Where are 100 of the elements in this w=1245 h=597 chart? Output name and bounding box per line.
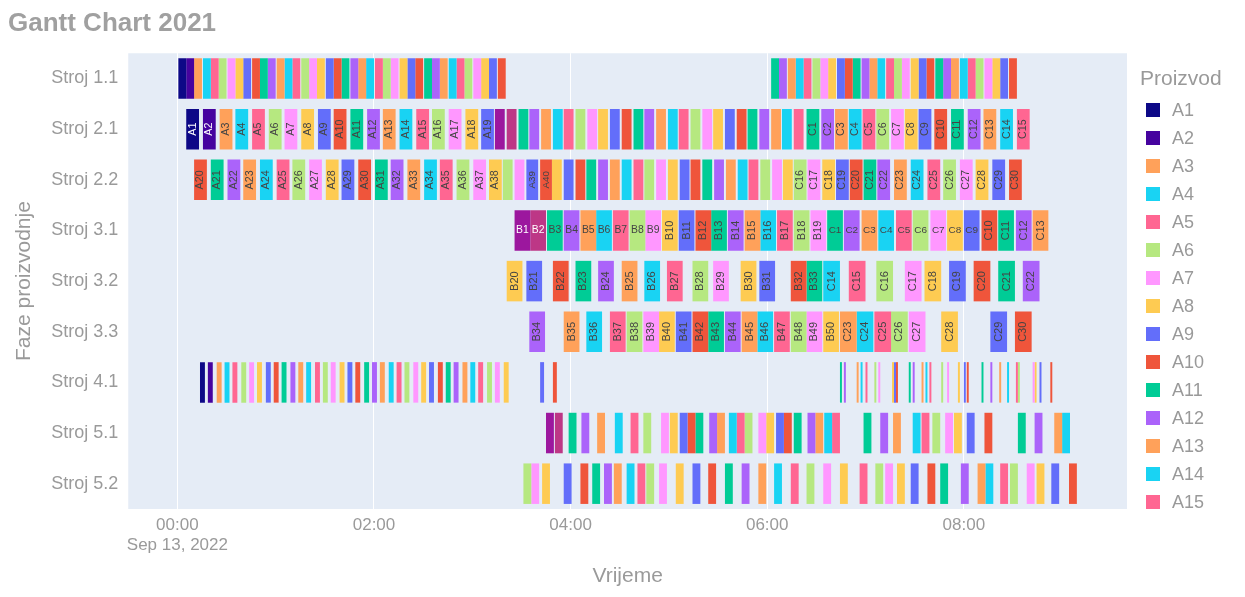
- series-label: B5: [581, 224, 595, 236]
- series-label: B39: [644, 321, 657, 342]
- bar: [935, 58, 944, 99]
- series-label: B29: [714, 271, 727, 291]
- series-label: C26: [942, 169, 955, 190]
- bar: [781, 108, 792, 150]
- text: C14: [824, 271, 837, 292]
- bar: [656, 159, 666, 201]
- series-label: C1: [805, 122, 818, 137]
- bar: [494, 362, 500, 403]
- text: A12: [366, 119, 379, 139]
- bar: [366, 58, 374, 99]
- series-label: B38: [627, 321, 640, 342]
- bar: [552, 108, 563, 150]
- bar: [875, 463, 884, 504]
- series-label: B41: [676, 321, 689, 342]
- series-label: A29: [340, 170, 353, 190]
- y-tick-label: Stroj 2.1: [51, 118, 119, 139]
- bar: [580, 463, 589, 504]
- bar: [758, 412, 767, 454]
- series-label: C6: [875, 122, 888, 137]
- bar: [1062, 412, 1070, 454]
- bar: [918, 58, 927, 99]
- bar: [415, 58, 424, 99]
- series-label: A23: [242, 170, 255, 190]
- series-label: B1: [516, 224, 529, 236]
- text: C22: [1024, 271, 1037, 292]
- bar: [1051, 463, 1060, 504]
- series-label: B2: [531, 224, 545, 236]
- bar: [355, 362, 361, 403]
- bar: [379, 362, 385, 403]
- bar: [803, 58, 812, 99]
- bar: [341, 58, 350, 99]
- bar: [709, 412, 718, 454]
- y-tick-label: Stroj 4.1: [51, 371, 119, 392]
- series-label: C4: [848, 122, 861, 137]
- bar: [1000, 58, 1009, 99]
- series-label: B45: [742, 321, 755, 342]
- y-tick-label: Stroj 5.2: [51, 472, 119, 493]
- bar: [235, 58, 244, 99]
- bar: [667, 159, 678, 201]
- series-label: C29: [991, 169, 1004, 190]
- bar: [960, 463, 969, 504]
- legend-label: A12: [1172, 407, 1205, 429]
- bar: [787, 58, 796, 99]
- series-label: B20: [507, 271, 520, 291]
- series-label: A26: [291, 170, 304, 190]
- text: C24: [858, 321, 871, 342]
- bar: [1026, 463, 1035, 504]
- series-label: B22: [553, 271, 566, 291]
- bar: [1069, 463, 1077, 504]
- bar: [552, 362, 557, 403]
- bar: [581, 412, 590, 454]
- bar: [284, 58, 293, 99]
- bar: [645, 210, 662, 251]
- bar: [724, 463, 733, 504]
- bar: [487, 362, 492, 403]
- text: C25: [875, 321, 888, 342]
- bar: [893, 412, 901, 454]
- legend-label: A7: [1172, 267, 1195, 289]
- text: C10: [982, 220, 995, 241]
- bar: [456, 58, 465, 99]
- bar: [497, 58, 506, 99]
- series-label: B33: [807, 271, 820, 291]
- bar: [702, 108, 713, 150]
- legend-label: A1: [1172, 99, 1195, 121]
- bar: [547, 210, 563, 251]
- series-label: C17: [806, 169, 819, 190]
- bar: [502, 159, 513, 201]
- bar: [901, 58, 910, 99]
- bar: [837, 58, 845, 99]
- bar: [637, 463, 646, 504]
- series-label: B47: [774, 321, 787, 342]
- bar: [540, 362, 545, 403]
- text: C12: [1016, 220, 1029, 241]
- bar: [966, 412, 975, 454]
- bar: [407, 58, 416, 99]
- bar: [358, 58, 367, 99]
- series-label: B27: [667, 271, 680, 291]
- bar: [859, 463, 868, 504]
- bar: [210, 58, 219, 99]
- series-label: C12: [967, 119, 980, 140]
- bar: [992, 58, 1001, 99]
- text: C27: [910, 321, 923, 342]
- series-label: B46: [758, 321, 771, 342]
- bar: [776, 412, 784, 454]
- bar: [877, 58, 886, 99]
- text: C30: [1016, 321, 1029, 342]
- legend-label: A3: [1172, 155, 1195, 177]
- bar: [725, 159, 736, 201]
- bar: [741, 463, 750, 504]
- series-label: B7: [614, 224, 628, 236]
- text: C29: [991, 321, 1004, 342]
- bar: [404, 362, 410, 403]
- bar: [644, 159, 655, 201]
- bar: [530, 210, 547, 251]
- series-label: A28: [325, 170, 338, 190]
- bar: [736, 412, 745, 454]
- bar: [439, 58, 448, 99]
- bar: [708, 463, 717, 504]
